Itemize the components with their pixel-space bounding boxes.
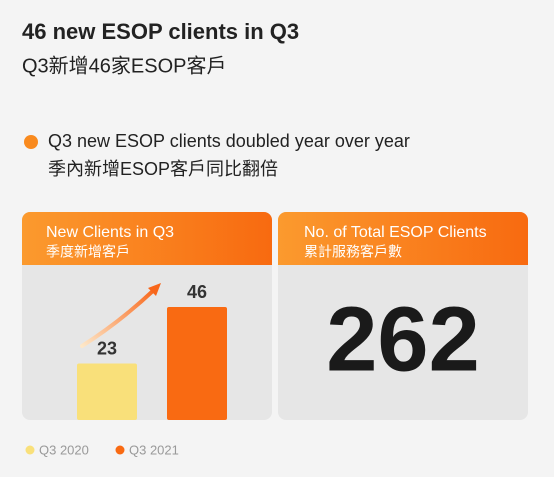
data-label: 23: [97, 338, 117, 358]
arrow-head: [148, 283, 161, 296]
bar: [77, 363, 137, 420]
highlight: Q3 new ESOP clients doubled year over ye…: [48, 131, 410, 151]
bar: [167, 307, 227, 420]
card-subtitle: 季度新增客戶: [46, 244, 130, 260]
card-subtitle: 累計服務客戶數: [304, 244, 402, 260]
card-title: No. of Total ESOP Clients: [304, 224, 487, 241]
legend-label: Q3 2021: [129, 442, 179, 457]
legend-label: Q3 2020: [39, 442, 89, 457]
data-label: 46: [187, 282, 207, 302]
card-header: [278, 212, 528, 265]
title: 46 new ESOP clients in Q3: [22, 19, 299, 44]
legend: Q3 2020 Q3 2021: [25, 442, 179, 457]
bars: 23 46: [77, 282, 227, 420]
legend-swatch: [115, 445, 125, 455]
total-value: 262: [326, 288, 480, 390]
card-header: [22, 212, 272, 265]
card-title: New Clients in Q3: [46, 224, 174, 241]
bullet: [24, 135, 38, 149]
trend-arrow: [80, 287, 157, 348]
legend-swatch: [25, 445, 35, 455]
highlight-zh: 季內新增ESOP客戶同比翻倍: [48, 159, 278, 179]
subtitle: Q3新增46家ESOP客戶: [22, 54, 227, 77]
